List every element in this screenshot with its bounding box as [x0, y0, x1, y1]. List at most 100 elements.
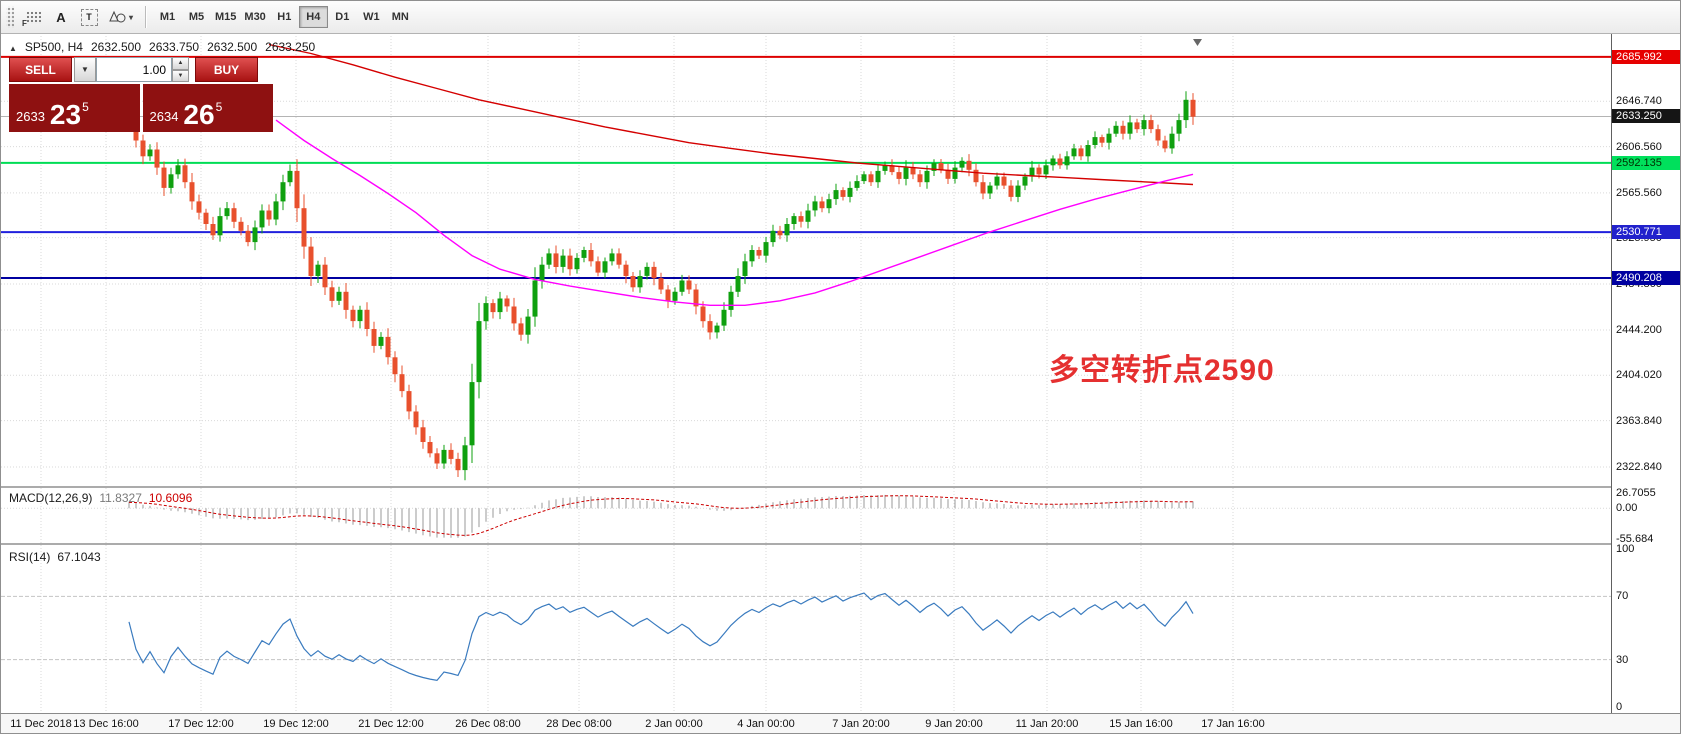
candle-body	[749, 250, 755, 262]
panel-separator[interactable]	[1, 486, 1680, 488]
macd-name: MACD(12,26,9)	[9, 491, 93, 505]
support2-price-badge: 2490.208	[1612, 270, 1680, 285]
candle-body	[1120, 125, 1126, 134]
candle-body	[581, 250, 587, 258]
candle-body	[854, 181, 860, 188]
candle-body	[210, 224, 216, 236]
text-label-icon[interactable]: T	[75, 5, 103, 29]
rsi-scale-tick: 30	[1616, 653, 1629, 666]
tf-button-w1[interactable]: W1	[357, 6, 386, 28]
macd-indicator-label: MACD(12,26,9) 11.8327 10.6096	[9, 491, 192, 505]
time-axis-label: 17 Dec 12:00	[168, 718, 234, 730]
candle-body	[763, 242, 769, 256]
candle-body	[1064, 156, 1070, 166]
candle-body	[224, 208, 230, 217]
f-mark-label: F	[22, 19, 27, 28]
buy-button[interactable]: BUY	[195, 57, 258, 82]
volume-up-button[interactable]: ▲	[172, 57, 189, 70]
panel-separator[interactable]	[1, 543, 1680, 545]
time-axis-label: 9 Jan 20:00	[925, 718, 983, 730]
candle-body	[868, 174, 874, 183]
close-value: 2633.250	[265, 40, 316, 54]
toolbar-drag-handle[interactable]	[6, 6, 14, 28]
candle-body	[252, 227, 258, 243]
candle-body	[630, 276, 636, 288]
current-price-badge: 2633.250	[1612, 109, 1680, 124]
candle-body	[574, 257, 580, 270]
price-scale-tick: 2404.020	[1616, 369, 1662, 382]
macd-panel[interactable]	[1, 488, 1611, 543]
tf-button-m5[interactable]: M5	[182, 6, 211, 28]
candle-body	[434, 453, 440, 464]
low-value: 2632.500	[207, 40, 258, 54]
candle-body	[721, 309, 727, 326]
chart-shift-marker[interactable]	[1193, 39, 1202, 46]
volume-down-button[interactable]: ▼	[172, 69, 189, 82]
text-annotation-icon[interactable]: A	[47, 5, 75, 29]
bid-price-big: 23	[49, 99, 82, 130]
candle-body	[770, 230, 776, 243]
main-chart[interactable]	[1, 36, 1611, 486]
time-axis-label: 28 Dec 08:00	[546, 718, 612, 730]
candle-body	[322, 264, 328, 288]
candle-body	[525, 316, 531, 335]
candle-body	[973, 169, 979, 183]
candle-body	[924, 170, 930, 183]
candles-layer	[126, 91, 1196, 481]
tf-button-h4[interactable]: H4	[298, 6, 328, 28]
candle-body	[294, 170, 300, 209]
candle-body	[980, 182, 986, 194]
price-scale-tick: 2444.200	[1616, 323, 1662, 336]
tf-button-m1[interactable]: M1	[153, 6, 182, 28]
time-axis-label: 4 Jan 00:00	[737, 718, 795, 730]
tf-button-h1[interactable]: H1	[270, 6, 299, 28]
symbol-timeframe-label: SP500, H4	[24, 40, 83, 54]
bid-quote-box[interactable]: 2633 23 5	[9, 84, 140, 132]
slow-ma-red-line	[268, 43, 1194, 186]
candle-body	[469, 382, 475, 446]
candle-body	[161, 167, 167, 188]
candle-body	[476, 321, 482, 383]
tf-button-m30[interactable]: M30	[240, 6, 269, 28]
time-axis[interactable]: 11 Dec 2018 13 Dec 16:00 17 Dec 12:00 19 De…	[1, 713, 1680, 733]
grid-dots-icon[interactable]: F	[19, 5, 47, 29]
chart-annotation[interactable]: 多空转折点2590	[1049, 354, 1275, 387]
shapes-icon[interactable]: ▾	[103, 5, 139, 29]
candle-body	[329, 287, 335, 301]
candle-body	[693, 289, 699, 307]
candle-body	[791, 216, 797, 224]
ask-price-prefix: 2634	[149, 109, 179, 124]
volume-dropdown-button[interactable]: ▼	[74, 57, 96, 82]
macd-main-value: 11.8327	[99, 491, 142, 505]
quote-row: 2633 23 5 2634 26 5	[9, 84, 273, 132]
candle-body	[238, 221, 244, 231]
candle-body	[392, 357, 398, 375]
candle-body	[945, 169, 951, 179]
candle-body	[910, 167, 916, 175]
candle-body	[357, 309, 363, 322]
volume-input[interactable]	[96, 57, 172, 82]
rsi-panel[interactable]	[1, 545, 1611, 711]
candle-body	[1106, 133, 1112, 143]
candle-body	[1015, 185, 1021, 197]
candle-body	[245, 230, 251, 243]
ask-quote-box[interactable]: 2634 26 5	[142, 84, 273, 132]
candle-body	[364, 309, 370, 329]
tf-button-d1[interactable]: D1	[328, 6, 357, 28]
candle-body	[756, 250, 762, 256]
candle-body	[1155, 129, 1161, 141]
candle-body	[889, 165, 895, 173]
sell-button[interactable]: SELL	[9, 57, 72, 82]
candle-body	[966, 160, 972, 170]
candle-body	[560, 255, 566, 267]
price-scale-tick: 2363.840	[1616, 414, 1662, 427]
tf-button-mn[interactable]: MN	[386, 6, 415, 28]
candle-body	[1078, 148, 1084, 157]
candle-body	[679, 280, 685, 292]
candle-body	[651, 266, 657, 279]
candle-body	[826, 199, 832, 209]
tf-button-m15[interactable]: M15	[211, 6, 240, 28]
candle-body	[406, 391, 412, 412]
price-scale[interactable]: 2646.7402606.5602565.5602525.9502484.860…	[1611, 34, 1680, 713]
candle-body	[1071, 148, 1077, 157]
